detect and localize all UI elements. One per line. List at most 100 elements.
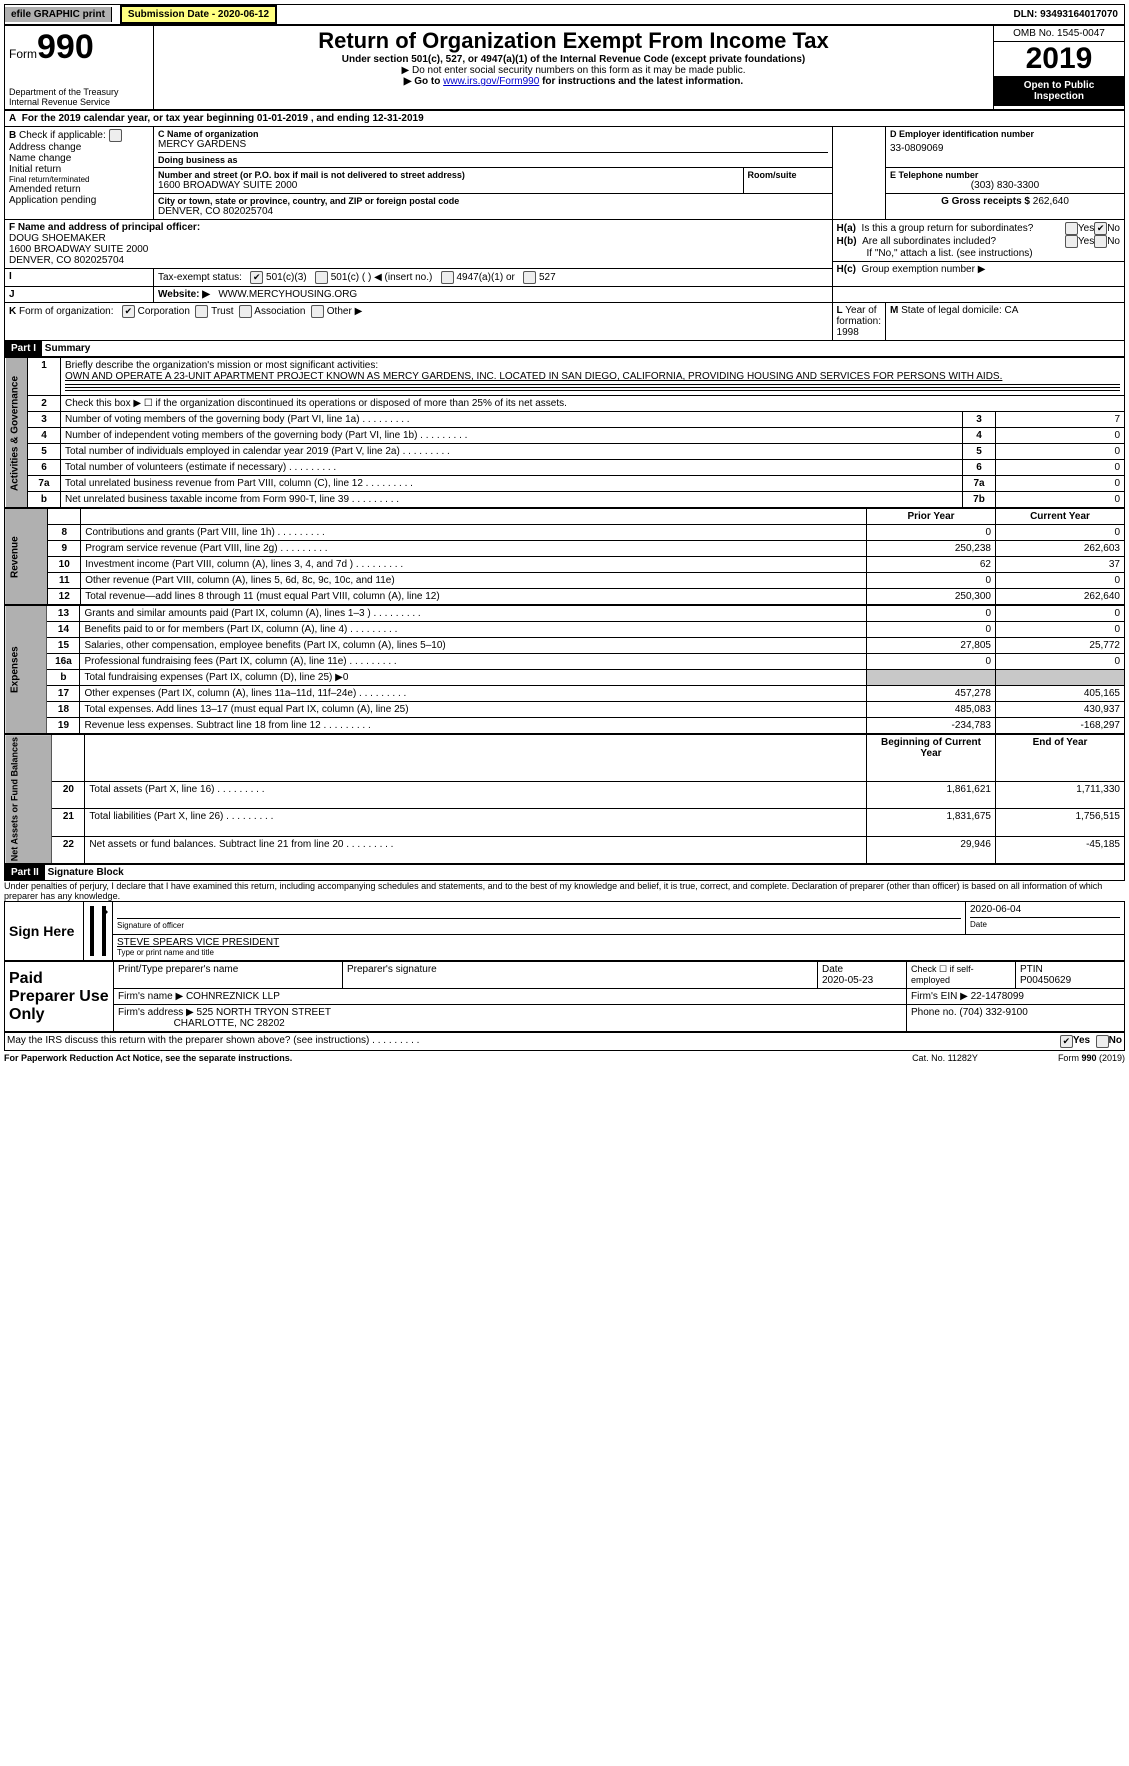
opt-amend: Amended return bbox=[9, 184, 149, 195]
opt-name: Name change bbox=[9, 153, 149, 164]
prep-name-lbl: Print/Type preparer's name bbox=[114, 962, 343, 989]
hb: Are all subordinates included? bbox=[862, 236, 1065, 247]
hdr-begin: Beginning of Current Year bbox=[867, 735, 996, 782]
dept: Department of the Treasury Internal Reve… bbox=[9, 87, 149, 107]
vlabel-net: Net Assets or Fund Balances bbox=[5, 735, 52, 864]
domicile: State of legal domicile: CA bbox=[901, 305, 1018, 316]
discuss-yes[interactable] bbox=[1060, 1035, 1073, 1048]
l17: Other expenses (Part IX, column (A), lin… bbox=[80, 686, 867, 702]
l13: Grants and similar amounts paid (Part IX… bbox=[80, 606, 867, 622]
v7a: 0 bbox=[996, 476, 1125, 492]
year-formation: Year of formation: 1998 bbox=[837, 305, 881, 338]
title: Return of Organization Exempt From Incom… bbox=[158, 28, 989, 54]
v7b: 0 bbox=[996, 492, 1125, 508]
l19: Revenue less expenses. Subtract line 18 … bbox=[80, 718, 867, 734]
i-501c3[interactable] bbox=[250, 271, 263, 284]
tax-year: 2019 bbox=[994, 42, 1124, 76]
i-527[interactable] bbox=[523, 271, 536, 284]
l7a: Total unrelated business revenue from Pa… bbox=[60, 476, 962, 492]
sign-here: Sign Here bbox=[5, 902, 84, 961]
preparer-table: Paid Preparer Use Only Print/Type prepar… bbox=[4, 961, 1125, 1032]
declaration: Under penalties of perjury, I declare th… bbox=[4, 881, 1125, 901]
l12: Total revenue—add lines 8 through 11 (mu… bbox=[81, 589, 867, 605]
hb-no[interactable] bbox=[1094, 235, 1107, 248]
info-table: A For the 2019 calendar year, or tax yea… bbox=[4, 110, 1125, 341]
vlabel-activities: Activities & Governance bbox=[5, 358, 28, 508]
discuss-no[interactable] bbox=[1096, 1035, 1109, 1048]
submission-date: Submission Date - 2020-06-12 bbox=[120, 5, 277, 24]
firm-addr2: CHARLOTTE, NC 28202 bbox=[174, 1018, 285, 1029]
irs-link[interactable]: www.irs.gov/Form990 bbox=[443, 76, 539, 87]
city-lbl: City or town, state or province, country… bbox=[158, 196, 828, 206]
i-4947[interactable] bbox=[441, 271, 454, 284]
l7b: Net unrelated business taxable income fr… bbox=[60, 492, 962, 508]
f-lbl: F Name and address of principal officer: bbox=[9, 222, 200, 233]
year-end: , and ending 12-31-2019 bbox=[311, 113, 424, 124]
v6: 0 bbox=[996, 460, 1125, 476]
expenses-table: Expenses 13Grants and similar amounts pa… bbox=[4, 605, 1125, 734]
sign-date: 2020-06-04 bbox=[970, 904, 1120, 915]
k-assoc[interactable] bbox=[239, 305, 252, 318]
mission: OWN AND OPERATE A 23-UNIT APARTMENT PROJ… bbox=[65, 371, 1002, 382]
k-corp[interactable] bbox=[122, 305, 135, 318]
hb-yes[interactable] bbox=[1065, 235, 1078, 248]
efile-print[interactable]: efile GRAPHIC print bbox=[5, 7, 112, 22]
ein: 33-0809069 bbox=[890, 143, 1120, 154]
subtitle: Under section 501(c), 527, or 4947(a)(1)… bbox=[158, 54, 989, 65]
chk-addr[interactable] bbox=[109, 129, 122, 142]
k-lbl: Form of organization: bbox=[19, 306, 114, 317]
topbar: efile GRAPHIC print Submission Date - 20… bbox=[4, 4, 1125, 25]
i-lbl: Tax-exempt status: bbox=[158, 272, 242, 283]
ha: Is this a group return for subordinates? bbox=[862, 223, 1065, 234]
l2: Check this box ▶ ☐ if the organization d… bbox=[60, 396, 1124, 412]
org-name: MERCY GARDENS bbox=[158, 139, 828, 150]
l22: Net assets or fund balances. Subtract li… bbox=[85, 836, 867, 864]
i-501c[interactable] bbox=[315, 271, 328, 284]
ha-yes[interactable] bbox=[1065, 222, 1078, 235]
part-ii-title: Signature Block bbox=[48, 867, 124, 878]
vlabel-revenue: Revenue bbox=[5, 509, 48, 605]
b-title: Check if applicable: bbox=[19, 130, 106, 141]
l18: Total expenses. Add lines 13–17 (must eq… bbox=[80, 702, 867, 718]
l4: Number of independent voting members of … bbox=[60, 428, 962, 444]
discuss: May the IRS discuss this return with the… bbox=[7, 1035, 1060, 1048]
c-name-lbl: C Name of organization bbox=[158, 129, 828, 139]
dba-lbl: Doing business as bbox=[158, 155, 828, 165]
sign-table: Sign Here Signature of officer 2020-06-0… bbox=[4, 901, 1125, 961]
l15: Salaries, other compensation, employee b… bbox=[80, 638, 867, 654]
l5: Total number of individuals employed in … bbox=[60, 444, 962, 460]
header-table: Form 990 Department of the Treasury Inte… bbox=[4, 25, 1125, 110]
officer-name: DOUG SHOEMAKER bbox=[9, 233, 106, 244]
k-trust[interactable] bbox=[195, 305, 208, 318]
d-lbl: D Employer identification number bbox=[890, 129, 1120, 139]
k-other[interactable] bbox=[311, 305, 324, 318]
part-i-title: Summary bbox=[45, 343, 91, 354]
gross-receipts: 262,640 bbox=[1033, 196, 1069, 207]
opt-addr: Address change bbox=[9, 142, 149, 153]
name-lbl: Type or print name and title bbox=[117, 948, 1120, 957]
form-footer: Form 990 (2019) bbox=[1058, 1053, 1125, 1063]
l8: Contributions and grants (Part VIII, lin… bbox=[81, 525, 867, 541]
officer-addr1: 1600 BROADWAY SUITE 2000 bbox=[9, 244, 148, 255]
room-lbl: Room/suite bbox=[748, 170, 828, 180]
revenue-table: Revenue Prior Year Current Year 8Contrib… bbox=[4, 508, 1125, 605]
year-begin: For the 2019 calendar year, or tax year … bbox=[22, 113, 308, 124]
part-i: Part I bbox=[5, 341, 42, 356]
l6: Total number of volunteers (estimate if … bbox=[60, 460, 962, 476]
l1-lbl: Briefly describe the organization's miss… bbox=[65, 360, 378, 371]
l20: Total assets (Part X, line 16) bbox=[85, 781, 867, 809]
part-ii: Part II bbox=[5, 865, 45, 880]
l16a: Professional fundraising fees (Part IX, … bbox=[80, 654, 867, 670]
street: 1600 BROADWAY SUITE 2000 bbox=[158, 180, 739, 191]
l14: Benefits paid to or for members (Part IX… bbox=[80, 622, 867, 638]
ha-no[interactable] bbox=[1094, 222, 1107, 235]
hb-note: If "No," attach a list. (see instruction… bbox=[837, 248, 1120, 259]
self-employed[interactable]: Check ☐ if self-employed bbox=[907, 962, 1016, 989]
officer-sign: STEVE SPEARS VICE PRESIDENT bbox=[117, 937, 1120, 948]
summary-table: Activities & Governance 1 Briefly descri… bbox=[4, 357, 1125, 508]
prep-sig-lbl: Preparer's signature bbox=[343, 962, 818, 989]
l11: Other revenue (Part VIII, column (A), li… bbox=[81, 573, 867, 589]
l16b: Total fundraising expenses (Part IX, col… bbox=[80, 670, 867, 686]
hdr-end: End of Year bbox=[996, 735, 1125, 782]
l9: Program service revenue (Part VIII, line… bbox=[81, 541, 867, 557]
